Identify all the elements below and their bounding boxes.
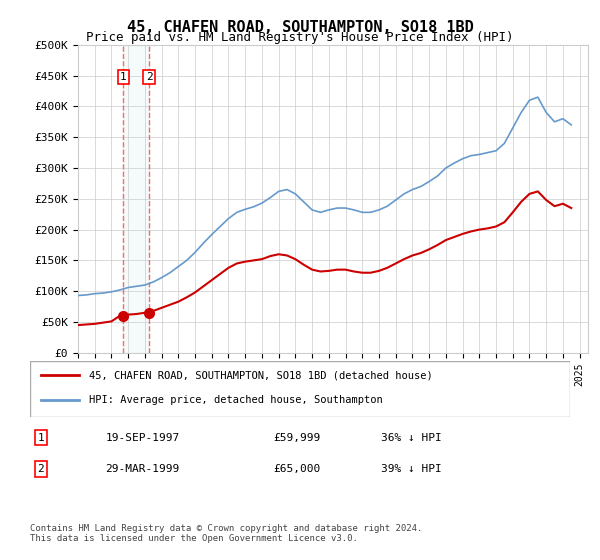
Text: 2: 2 — [37, 464, 44, 474]
Text: 36% ↓ HPI: 36% ↓ HPI — [381, 433, 442, 442]
FancyBboxPatch shape — [30, 361, 570, 417]
Text: 45, CHAFEN ROAD, SOUTHAMPTON, SO18 1BD: 45, CHAFEN ROAD, SOUTHAMPTON, SO18 1BD — [127, 20, 473, 35]
Text: 45, CHAFEN ROAD, SOUTHAMPTON, SO18 1BD (detached house): 45, CHAFEN ROAD, SOUTHAMPTON, SO18 1BD (… — [89, 370, 433, 380]
Text: 39% ↓ HPI: 39% ↓ HPI — [381, 464, 442, 474]
Text: Price paid vs. HM Land Registry's House Price Index (HPI): Price paid vs. HM Land Registry's House … — [86, 31, 514, 44]
Text: 19-SEP-1997: 19-SEP-1997 — [106, 433, 180, 442]
Text: 1: 1 — [120, 72, 127, 82]
Text: £59,999: £59,999 — [273, 433, 320, 442]
Text: 29-MAR-1999: 29-MAR-1999 — [106, 464, 180, 474]
Text: 2: 2 — [146, 72, 152, 82]
Text: £65,000: £65,000 — [273, 464, 320, 474]
Text: Contains HM Land Registry data © Crown copyright and database right 2024.
This d: Contains HM Land Registry data © Crown c… — [30, 524, 422, 543]
Text: HPI: Average price, detached house, Southampton: HPI: Average price, detached house, Sout… — [89, 395, 383, 405]
Text: 1: 1 — [37, 433, 44, 442]
Bar — [124, 45, 149, 353]
